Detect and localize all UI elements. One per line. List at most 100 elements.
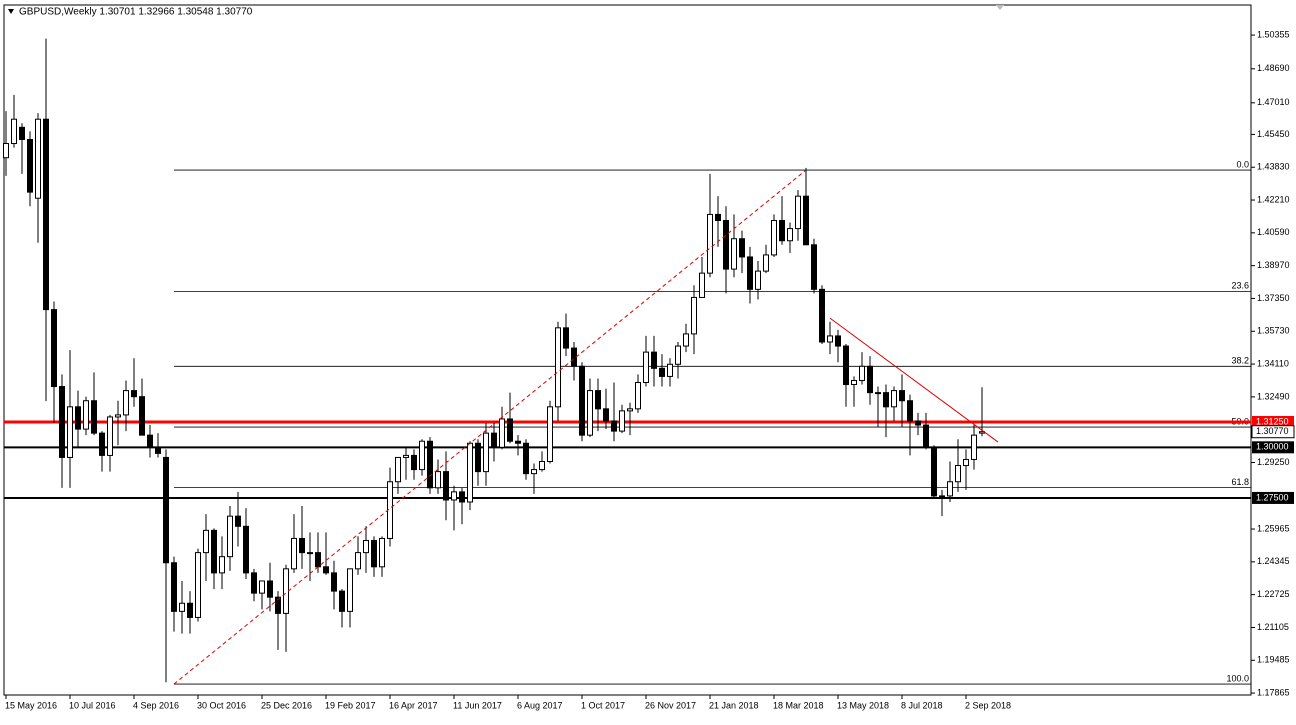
- candle-body: [475, 442, 481, 473]
- candle-body: [467, 442, 473, 503]
- candle-body: [411, 454, 417, 471]
- candle-body: [723, 219, 729, 270]
- candle-body: [491, 432, 497, 448]
- candle-body: [611, 420, 617, 432]
- y-tick-label: 1.37350: [1257, 293, 1290, 303]
- candle-body: [835, 335, 841, 347]
- x-tick-label: 6 Aug 2017: [517, 700, 563, 710]
- candle-body: [771, 219, 777, 256]
- candle-body: [555, 327, 561, 408]
- candle-body: [403, 454, 409, 458]
- fib-label: 0.0: [1236, 159, 1249, 169]
- candle-body: [907, 400, 913, 422]
- candle-body: [171, 562, 177, 612]
- candle-body: [827, 335, 833, 343]
- candle-body: [99, 432, 105, 456]
- candle-body: [515, 440, 521, 444]
- x-tick-label: 1 Oct 2017: [581, 700, 625, 710]
- y-tick-label: 1.21105: [1257, 622, 1289, 632]
- candle-body: [323, 566, 329, 574]
- candle-body: [283, 568, 289, 614]
- candle-body: [419, 440, 425, 471]
- candle-body: [739, 238, 745, 258]
- candle-body: [19, 126, 25, 140]
- price-tag-label: 1.31250: [1256, 416, 1289, 426]
- candle-body: [915, 420, 921, 426]
- candle-body: [531, 469, 537, 475]
- chart-title: GBPUSD,Weekly 1.30701 1.32966 1.30548 1.…: [19, 7, 253, 18]
- y-tick-label: 1.40590: [1257, 227, 1290, 237]
- candle-body: [83, 400, 89, 430]
- candle-body: [643, 351, 649, 384]
- candle-body: [299, 537, 305, 554]
- fib-label: 23.6: [1231, 281, 1249, 291]
- current-price-tag: [1251, 425, 1295, 439]
- y-tick-label: 1.48690: [1257, 63, 1290, 73]
- candle-body: [747, 256, 753, 290]
- candle-body: [259, 580, 265, 594]
- candle-body: [715, 213, 721, 221]
- candle-body: [659, 367, 665, 377]
- candle-body: [451, 491, 457, 501]
- trend-line: [173, 169, 807, 685]
- x-tick-label: 19 Feb 2017: [325, 700, 376, 710]
- candle-body: [443, 471, 449, 501]
- candle-body: [811, 244, 817, 290]
- candle-body: [107, 416, 113, 456]
- menu-arrow[interactable]: [8, 9, 14, 14]
- candle-body: [763, 254, 769, 272]
- candle-body: [707, 213, 713, 274]
- candle-body: [75, 406, 81, 430]
- candle-body: [539, 460, 545, 471]
- fib-label: 61.8: [1231, 477, 1249, 487]
- candle-body: [123, 390, 129, 416]
- candle-body: [483, 432, 489, 473]
- y-tick-label: 1.17865: [1257, 687, 1290, 697]
- candle-body: [635, 382, 641, 410]
- candle-body: [91, 400, 97, 434]
- price-tag-label: 1.27500: [1256, 492, 1289, 502]
- candle-body: [899, 390, 905, 402]
- candle-body: [163, 456, 169, 564]
- candle-body: [235, 515, 241, 527]
- x-tick-label: 16 Apr 2017: [389, 700, 438, 710]
- candle-body: [971, 434, 977, 460]
- candle-body: [499, 418, 505, 448]
- price-tag: [1252, 491, 1294, 504]
- candle-body: [315, 552, 321, 568]
- candle-body: [651, 351, 657, 369]
- x-tick-label: 15 May 2016: [5, 700, 57, 710]
- candle-body: [675, 345, 681, 365]
- y-tick-label: 1.43830: [1257, 162, 1290, 172]
- plot-frame: [3, 4, 1252, 696]
- candle-body: [787, 228, 793, 242]
- candle-body: [59, 386, 65, 458]
- candle-body: [131, 390, 137, 398]
- candle-body: [883, 392, 889, 408]
- candle-body: [203, 529, 209, 554]
- x-tick-label: 21 Jan 2018: [709, 700, 759, 710]
- candle-body: [251, 572, 257, 594]
- candle-body: [627, 408, 633, 412]
- candle-body: [579, 365, 585, 436]
- candle-body: [867, 365, 873, 394]
- candle-body: [11, 118, 17, 145]
- candle-body: [595, 390, 601, 410]
- x-tick-label: 10 Jul 2016: [69, 700, 116, 710]
- fib-label: 38.2: [1231, 356, 1249, 366]
- candle-body: [939, 495, 945, 498]
- y-tick-label: 1.25965: [1257, 523, 1290, 533]
- candle-body: [307, 552, 313, 555]
- candle-body: [955, 465, 961, 483]
- x-tick-label: 4 Sep 2016: [133, 700, 179, 710]
- candle-body: [275, 596, 281, 614]
- x-tick-label: 30 Oct 2016: [197, 700, 246, 710]
- candle-body: [667, 363, 673, 377]
- candle-body: [819, 288, 825, 343]
- candle-body: [779, 219, 785, 242]
- candle-body: [363, 539, 369, 554]
- candle-body: [331, 572, 337, 592]
- candle-body: [435, 471, 441, 489]
- x-tick-label: 2 Sep 2018: [965, 700, 1011, 710]
- candle-body: [115, 414, 121, 418]
